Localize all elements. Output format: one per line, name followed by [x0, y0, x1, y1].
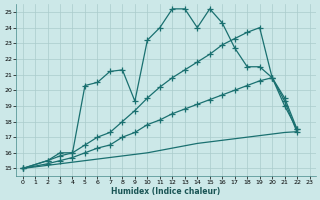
X-axis label: Humidex (Indice chaleur): Humidex (Indice chaleur): [111, 187, 221, 196]
